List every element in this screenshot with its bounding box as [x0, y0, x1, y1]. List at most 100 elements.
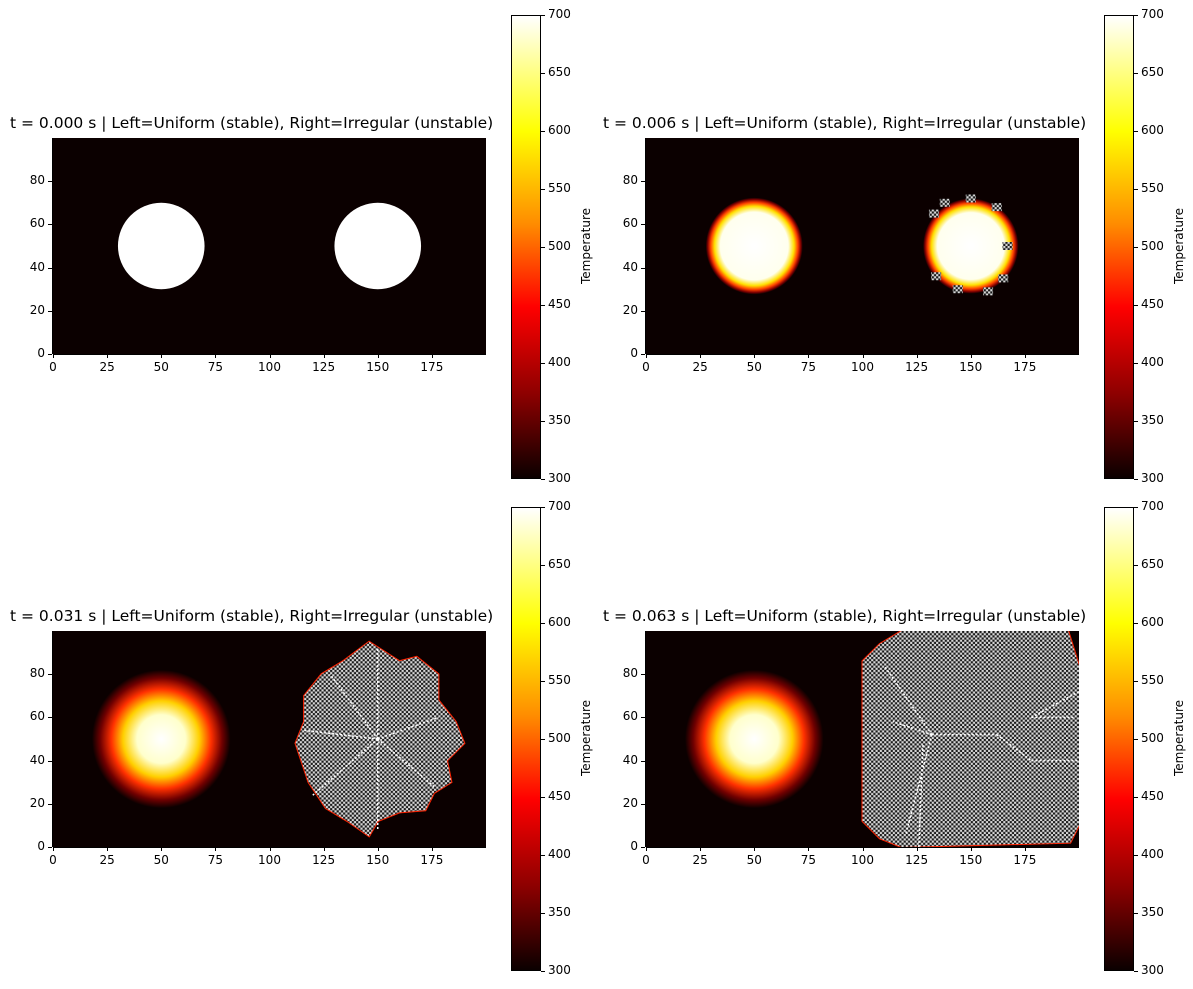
x-tick-label: 50 [746, 853, 762, 867]
colorbar-tick-label: 300 [548, 963, 571, 977]
x-tick-label: 0 [642, 360, 650, 374]
y-tick-label: 20 [622, 795, 638, 810]
y-tick-mark [48, 760, 52, 762]
colorbar-tick-label: 350 [1141, 413, 1164, 427]
x-tick-mark [808, 847, 810, 851]
x-tick-label: 75 [207, 853, 224, 867]
y-tick-mark [641, 803, 645, 805]
x-tick-mark [107, 354, 109, 358]
crack-line [377, 716, 439, 740]
x-tick-mark [916, 847, 918, 851]
x-tick-mark [862, 847, 864, 851]
colorbar-tick-mark [1134, 623, 1138, 624]
colorbar-tick-label: 550 [1141, 181, 1164, 195]
y-tick-mark [48, 847, 52, 848]
heatmap-svg [117, 202, 422, 290]
x-tick-mark [700, 354, 702, 358]
y-tick-label: 0 [630, 346, 638, 360]
crack-line [377, 738, 435, 788]
x-tick-label: 25 [99, 360, 115, 374]
y-tick-label: 80 [29, 173, 45, 188]
colorbar-tick-mark [541, 855, 545, 856]
y-tick-mark [48, 224, 52, 226]
noise-patch [983, 287, 994, 296]
colorbar-tick-mark [1134, 507, 1138, 508]
colorbar-tick-label: 600 [548, 123, 571, 137]
colorbar-tick-mark [541, 797, 545, 798]
y-tick-label: 40 [622, 752, 638, 767]
colorbar-tick-mark [1134, 739, 1138, 740]
x-tick-label: 150 [959, 360, 983, 374]
heatmap-svg [705, 194, 1019, 296]
y-tick-label: 60 [29, 709, 45, 724]
y-tick-mark [48, 267, 52, 269]
y-tick-mark [48, 181, 52, 183]
colorbar-tick-mark [1134, 913, 1138, 914]
x-tick-label: 175 [420, 853, 444, 867]
heatmap-plot [646, 631, 1079, 847]
x-tick-mark [377, 354, 379, 358]
colorbar-tick-mark [541, 565, 545, 566]
colorbar-tick-mark [1134, 797, 1138, 798]
x-tick-mark [269, 847, 271, 851]
y-tick-label: 0 [630, 839, 638, 853]
colorbar-tick-label: 300 [1141, 471, 1164, 485]
x-tick-mark [161, 847, 163, 851]
x-tick-label: 75 [800, 360, 817, 374]
y-axis-line [645, 138, 646, 354]
y-tick-label: 20 [29, 302, 45, 317]
y-tick-mark [48, 803, 52, 805]
x-tick-mark [808, 354, 810, 358]
y-tick-mark [641, 847, 645, 848]
x-tick-mark [970, 354, 972, 358]
colorbar-tick-label: 300 [1141, 963, 1164, 977]
colorbar-tick-label: 700 [548, 499, 571, 513]
colorbar-tick-label: 500 [1141, 239, 1164, 253]
chart-title: t = 0.006 s | Left=Uniform (stable), Rig… [603, 114, 1087, 132]
colorbar-tick-label: 400 [1141, 847, 1164, 861]
colorbar-tick-label: 450 [1141, 789, 1164, 803]
colorbar-tick-label: 400 [1141, 355, 1164, 369]
y-tick-mark [48, 310, 52, 312]
noise-patch [965, 194, 976, 203]
colorbar-tick-mark [541, 189, 545, 190]
x-tick-mark [215, 847, 217, 851]
y-tick-mark [641, 354, 645, 355]
x-tick-label: 75 [800, 853, 817, 867]
colorbar-tick-label: 500 [1141, 731, 1164, 745]
x-tick-label: 50 [153, 360, 169, 374]
left-hotspot [684, 669, 824, 809]
y-tick-mark [48, 717, 52, 719]
heatmap-svg [91, 640, 466, 838]
colorbar-tick-label: 350 [1141, 905, 1164, 919]
colorbar-tick-mark [541, 739, 545, 740]
crack-line [1031, 690, 1079, 719]
colorbar-tick-label: 350 [548, 413, 571, 427]
x-tick-label: 125 [312, 853, 336, 867]
chart-title: t = 0.000 s | Left=Uniform (stable), Rig… [10, 114, 494, 132]
colorbar-tick-label: 550 [548, 181, 571, 195]
colorbar-tick-label: 700 [548, 7, 571, 21]
y-tick-label: 60 [622, 709, 638, 724]
right-hotspot [862, 631, 1079, 847]
x-tick-label: 175 [1013, 853, 1037, 867]
colorbar-tick-label: 700 [1141, 7, 1164, 21]
colorbar-tick-label: 500 [548, 239, 571, 253]
colorbar [511, 15, 541, 479]
x-tick-label: 100 [851, 853, 874, 867]
y-tick-mark [48, 674, 52, 676]
left-hotspot [705, 197, 803, 295]
x-tick-label: 100 [258, 853, 281, 867]
colorbar-tick-mark [541, 131, 545, 132]
x-tick-mark [754, 847, 756, 851]
x-tick-label: 25 [692, 853, 708, 867]
right-hotspot [295, 641, 465, 837]
left-hotspot [91, 669, 231, 809]
x-tick-mark [53, 847, 54, 851]
y-tick-mark [641, 674, 645, 676]
x-tick-label: 100 [258, 360, 281, 374]
colorbar-tick-label: 450 [1141, 297, 1164, 311]
x-tick-label: 100 [851, 360, 874, 374]
colorbar-tick-mark [541, 681, 545, 682]
colorbar-tick-mark [1134, 479, 1138, 480]
